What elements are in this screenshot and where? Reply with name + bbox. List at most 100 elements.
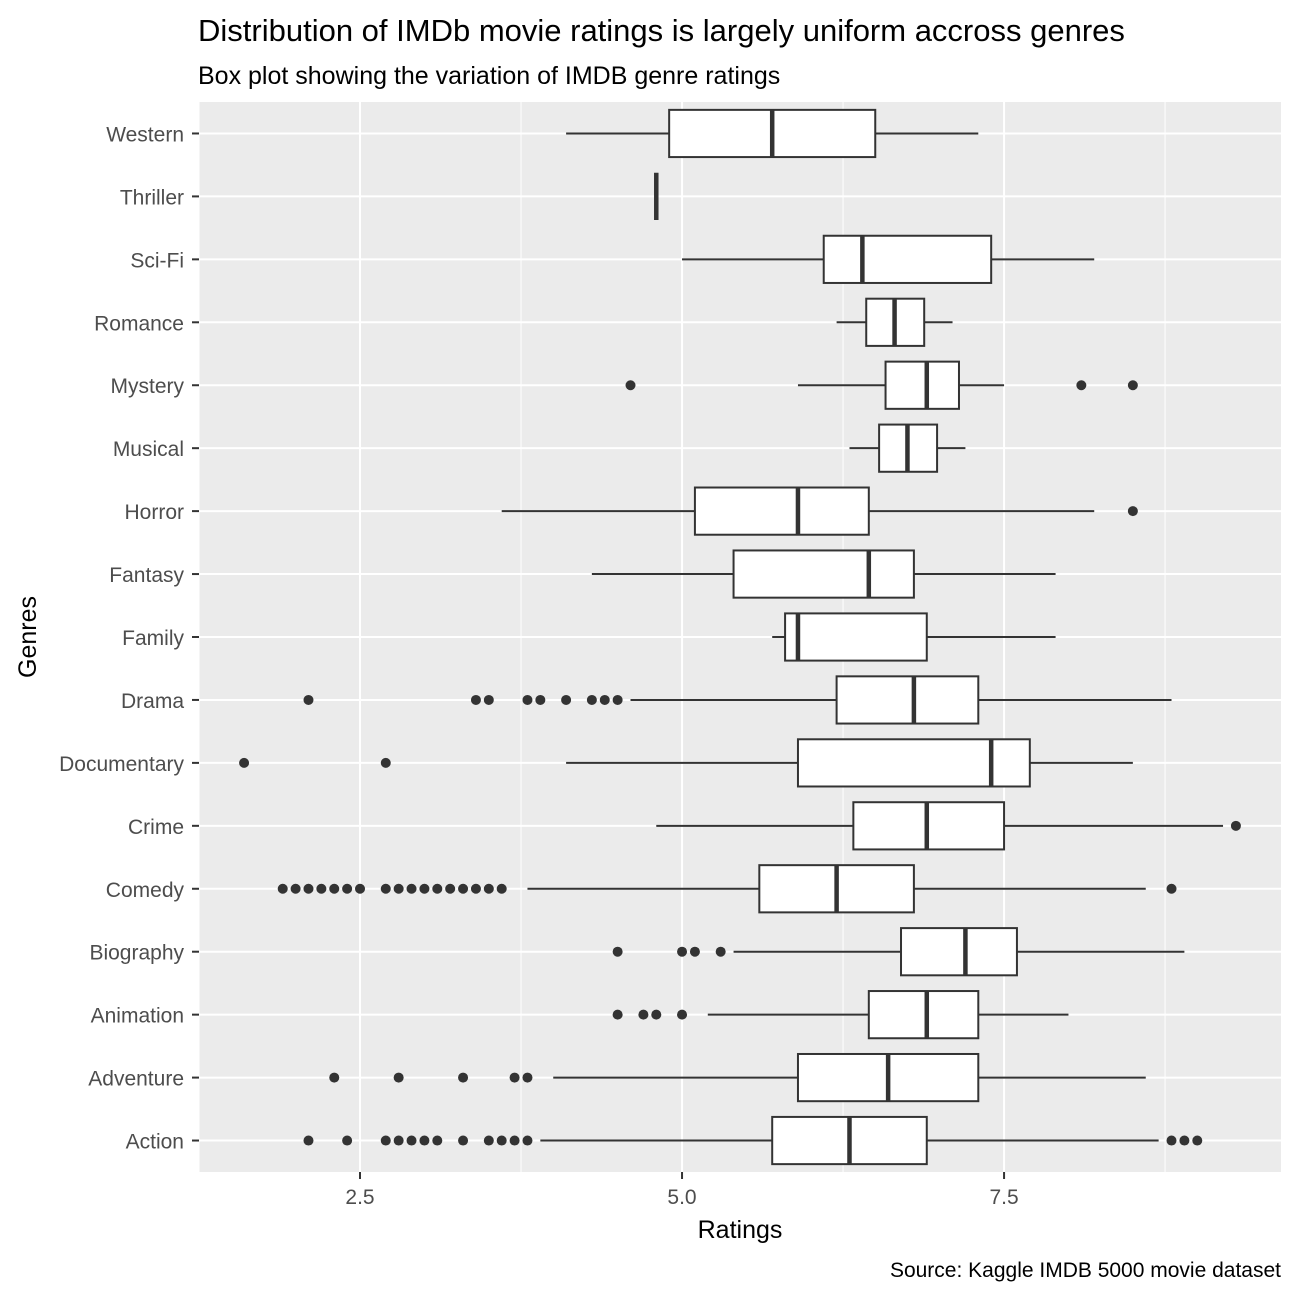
y-axis: Western Thriller Sci-Fi Romance Mystery Music…	[59, 123, 199, 1154]
outlier-point	[458, 1135, 469, 1146]
outlier-point	[1179, 1135, 1190, 1146]
outlier-point	[1127, 380, 1138, 391]
outlier-point	[329, 1072, 340, 1083]
box-iqr	[900, 927, 1018, 977]
box-iqr	[822, 234, 993, 284]
outlier-point	[432, 883, 443, 894]
outlier-point	[239, 757, 250, 768]
y-axis-title: Genres	[14, 596, 42, 678]
y-tick-label: Mystery	[111, 375, 185, 398]
outlier-point	[1166, 1135, 1177, 1146]
box-iqr	[835, 675, 980, 725]
outlier-point	[303, 1135, 314, 1146]
box-sci-fi	[682, 234, 1095, 284]
x-tick-label: 2.5	[345, 1186, 374, 1209]
x-tick-label: 5.0	[667, 1186, 696, 1209]
y-tick-label: Horror	[124, 501, 184, 524]
box-documentary	[239, 738, 1133, 788]
outlier-point	[509, 1072, 520, 1083]
outlier-point	[303, 883, 314, 894]
x-tick-label: 7.5	[989, 1186, 1018, 1209]
outlier-point	[445, 883, 456, 894]
outlier-point	[380, 1135, 391, 1146]
y-tick-label: Biography	[89, 942, 184, 965]
chart-subtitle: Box plot showing the variation of IMDB g…	[198, 62, 780, 90]
box-biography	[612, 927, 1185, 977]
outlier-point	[599, 694, 610, 705]
box-family	[772, 612, 1056, 662]
outlier-point	[406, 1135, 417, 1146]
y-tick-label: Romance	[94, 312, 184, 335]
outlier-point	[535, 694, 546, 705]
outlier-point	[393, 1072, 404, 1083]
box-adventure	[329, 1052, 1146, 1103]
outlier-point	[612, 694, 623, 705]
outlier-point	[316, 883, 327, 894]
y-tick-label: Musical	[113, 438, 184, 461]
outlier-point	[522, 1072, 533, 1083]
box-animation	[612, 990, 1069, 1040]
box-horror	[501, 486, 1138, 536]
outlier-point	[277, 883, 288, 894]
box-mystery	[625, 360, 1138, 410]
y-tick-label: Crime	[128, 816, 184, 839]
outlier-point	[625, 380, 636, 391]
outlier-point	[355, 883, 366, 894]
outlier-point	[303, 694, 314, 705]
y-tick-label: Drama	[121, 690, 184, 713]
outlier-point	[689, 946, 700, 957]
x-axis: 2.5 5.0 7.5	[345, 1172, 1019, 1209]
y-tick-label: Documentary	[59, 753, 184, 776]
y-tick-label: Comedy	[106, 879, 185, 902]
outlier-point	[522, 1135, 533, 1146]
outlier-point	[638, 1009, 649, 1020]
outlier-point	[329, 883, 340, 894]
outlier-point	[470, 883, 481, 894]
outlier-point	[1230, 820, 1241, 831]
outlier-point	[393, 883, 404, 894]
outlier-point	[458, 883, 469, 894]
box-iqr	[867, 990, 980, 1040]
outlier-point	[380, 883, 391, 894]
outlier-point	[612, 946, 623, 957]
box-musical	[849, 423, 966, 473]
outlier-point	[483, 1135, 494, 1146]
boxes-layer	[239, 108, 1241, 1166]
outlier-point	[509, 1135, 520, 1146]
outlier-point	[677, 946, 688, 957]
outlier-point	[1192, 1135, 1203, 1146]
y-tick-label: Sci-Fi	[130, 249, 184, 272]
outlier-point	[419, 883, 430, 894]
outlier-point	[612, 1009, 623, 1020]
outlier-point	[1127, 506, 1138, 517]
outlier-point	[380, 757, 391, 768]
outlier-point	[483, 694, 494, 705]
outlier-point	[393, 1135, 404, 1146]
y-tick-label: Fantasy	[109, 564, 184, 587]
box-iqr	[732, 549, 915, 599]
outlier-point	[458, 1072, 469, 1083]
x-axis-title: Ratings	[698, 1216, 783, 1244]
y-tick-label: Family	[122, 627, 184, 650]
outlier-point	[342, 883, 353, 894]
box-iqr	[693, 486, 870, 536]
box-fantasy	[591, 549, 1056, 599]
box-iqr	[784, 612, 928, 662]
outlier-point	[342, 1135, 353, 1146]
box-action	[303, 1115, 1203, 1166]
outlier-point	[715, 946, 726, 957]
y-tick-label: Animation	[91, 1005, 184, 1028]
y-tick-label: Thriller	[120, 186, 184, 209]
chart-caption: Source: Kaggle IMDB 5000 movie dataset	[890, 1259, 1281, 1282]
box-western	[566, 108, 979, 159]
y-tick-label: Action	[126, 1131, 184, 1154]
outlier-point	[1076, 380, 1087, 391]
y-tick-label: Adventure	[88, 1068, 184, 1091]
y-tick-label: Western	[106, 123, 184, 146]
box-romance	[836, 297, 953, 347]
outlier-point	[496, 1135, 507, 1146]
outlier-point	[677, 1009, 688, 1020]
outlier-point	[470, 694, 481, 705]
chart-title: Distribution of IMDb movie ratings is la…	[198, 13, 1125, 48]
